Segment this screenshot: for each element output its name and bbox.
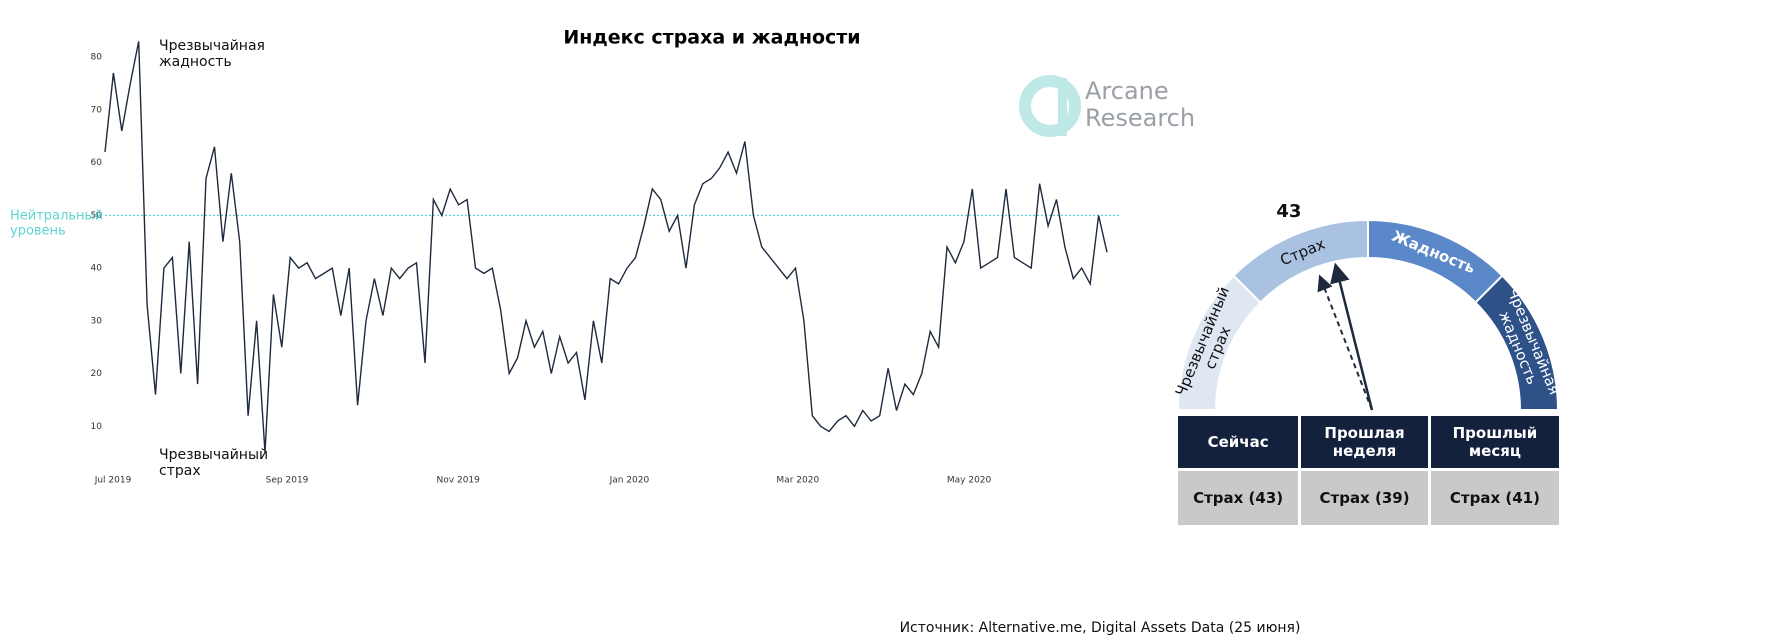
y-tick-label: 80 xyxy=(91,53,103,63)
y-tick-label: 60 xyxy=(91,158,103,168)
neutral-label-line: уровень xyxy=(10,223,66,238)
logo xyxy=(1019,75,1081,137)
header-cell: Прошлый месяц xyxy=(1430,416,1559,468)
watermark: Research xyxy=(1085,104,1195,132)
x-tick-label: Jan 2020 xyxy=(609,476,650,486)
x-tick-label: May 2020 xyxy=(947,476,992,486)
logo xyxy=(1058,78,1067,136)
y-tick-label: 20 xyxy=(91,369,103,379)
header-cell: Сейчас xyxy=(1178,416,1299,468)
x-tick-label: Mar 2020 xyxy=(776,476,819,486)
neutral-label: Нейтральный уровень xyxy=(10,208,103,238)
neutral-label-line: Нейтральный xyxy=(10,208,103,223)
cell: Страх (39) xyxy=(1301,471,1428,525)
cell: Страх (41) xyxy=(1430,471,1559,525)
annotation: Чрезвычайный страх xyxy=(159,447,268,479)
x-tick-label: Nov 2019 xyxy=(437,476,481,486)
annotation: Чрезвычайная жадность xyxy=(159,38,265,70)
annotation-line: страх xyxy=(159,463,201,479)
x-tick-label: Jul 2019 xyxy=(94,476,132,486)
chart-title: Индекс страха и жадности xyxy=(563,27,860,49)
watermark: Arcane xyxy=(1085,77,1169,105)
annotation-line: жадность xyxy=(159,54,232,70)
y-tick-label: 40 xyxy=(91,264,103,274)
needle xyxy=(1330,262,1374,411)
y-tick-label: 50 xyxy=(91,211,103,221)
annotation-line: Чрезвычайный xyxy=(159,447,268,463)
y-tick-label: 30 xyxy=(91,316,103,326)
annotation-line: Чрезвычайная xyxy=(159,38,265,54)
header-cell: Прошлая неделя xyxy=(1301,416,1428,468)
y-tick-label: 70 xyxy=(91,105,103,115)
x-tick-label: Sep 2019 xyxy=(266,476,309,486)
cell: Страх (43) xyxy=(1178,471,1299,525)
needle-previous xyxy=(1317,274,1373,411)
summary-table: Сейчас Прошлая неделя Прошлый месяц Страх … xyxy=(1175,413,1562,528)
fear-greed-line xyxy=(104,41,1108,453)
gauge-value: 43 xyxy=(1276,201,1301,222)
gauge-segment xyxy=(1474,274,1560,411)
source: Источник: Alternative.me, Digital Assets… xyxy=(900,620,1301,636)
y-tick-label: 10 xyxy=(91,422,103,432)
